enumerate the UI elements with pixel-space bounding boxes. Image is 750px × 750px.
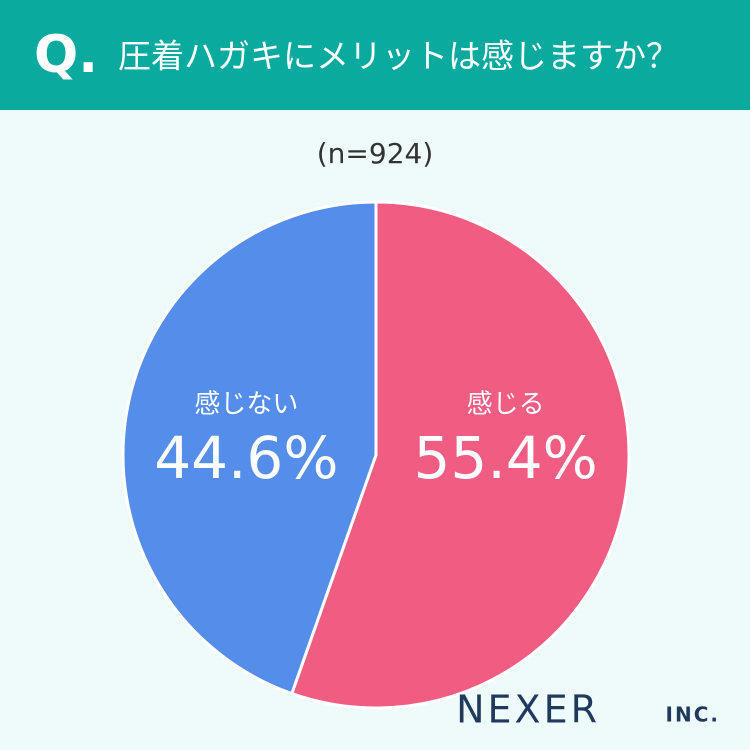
- pie-slice: [121, 200, 378, 696]
- subtitle: (n=924): [317, 137, 434, 170]
- header: [0, 0, 750, 110]
- category-label: 感じる: [467, 390, 545, 420]
- question-label: Q.: [34, 25, 98, 85]
- logo: NEXER: [456, 688, 600, 732]
- chart-title: 圧着ハガキにメリットは感じますか？: [118, 37, 679, 76]
- category-label: 感じない: [194, 390, 298, 420]
- logo-suffix: INC.: [666, 703, 720, 727]
- value-label: 55.4%: [414, 424, 598, 492]
- pie: 感じる 55.4% 感じない 44.6%: [121, 200, 631, 710]
- value-label: 44.6%: [154, 424, 338, 492]
